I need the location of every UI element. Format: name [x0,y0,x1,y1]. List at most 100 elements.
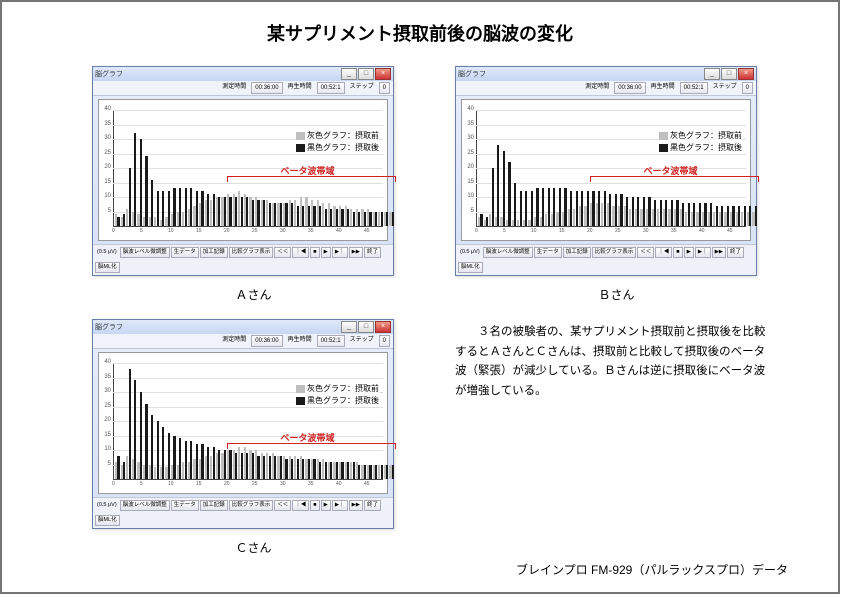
bar-black [364,465,366,480]
bar-black [710,203,712,226]
bar-black [151,415,153,479]
bar-black [386,465,388,480]
bottom-button[interactable]: ▶ [321,247,331,258]
bottom-button[interactable]: 終了 [364,247,381,258]
bottom-button[interactable]: 終了 [727,247,744,258]
description-paragraph: ３名の被験者の、某サプリメント摂取前と摂取後を比較するとＡさんとＣさんは、摂取前… [455,323,768,401]
window-toolbar: 測定時間00:36:00再生時間00:52:1ステップ0 [93,81,393,96]
close-button[interactable]: × [375,321,391,333]
maximize-button[interactable]: □ [721,68,737,80]
toolbar-value-field[interactable]: 00:36:00 [251,335,282,347]
bottom-button[interactable]: 脳ML化 [95,262,120,273]
bottom-button[interactable]: ▶｜ [332,247,348,258]
bar-black [536,188,538,226]
bar-black [553,188,555,226]
bottom-button[interactable]: ■ [310,500,319,511]
bottom-button[interactable]: ▶ [684,247,694,258]
toolbar-value-field[interactable]: 0 [379,335,390,347]
close-button[interactable]: × [738,68,754,80]
bottom-button[interactable]: ＜＜ [274,247,291,258]
toolbar-value-field[interactable]: 00:36:00 [614,82,645,94]
bottom-button[interactable]: ＜＜ [637,247,654,258]
legend-black-label: 黒色グラフ：摂取後 [670,143,742,152]
chart-legend: 灰色グラフ：摂取前黒色グラフ：摂取後 [296,383,379,407]
bar-black [626,197,628,226]
minimize-button[interactable]: _ [341,321,357,333]
toolbar-value-field[interactable]: 00:52:1 [317,335,345,347]
bottom-button[interactable]: 比較グラフ表示 [229,500,274,511]
bottom-button[interactable]: 脳ML化 [95,515,120,526]
bar-black [576,191,578,226]
bottom-button[interactable]: 脳ML化 [458,262,483,273]
bottom-button[interactable]: 比較グラフ表示 [592,247,637,258]
minimize-button[interactable]: _ [341,68,357,80]
bar-black [229,197,231,226]
toolbar-value-field[interactable]: 0 [379,82,390,94]
bar-black [263,456,265,479]
bottom-button[interactable]: 生データ [171,500,199,511]
bottom-button[interactable]: ■ [310,247,319,258]
bar-black [564,188,566,226]
bottom-button[interactable]: ＜＜ [274,500,291,511]
bottom-button[interactable]: ｜◀ [655,247,672,258]
toolbar-value-field[interactable]: 00:36:00 [251,82,282,94]
bar-black [229,450,231,479]
bottom-button[interactable]: 生データ [534,247,562,258]
minimize-button[interactable]: _ [704,68,720,80]
toolbar-value-field[interactable]: 00:52:1 [317,82,345,94]
bar-black [246,197,248,226]
bar-black [207,194,209,226]
bottom-button[interactable]: ■ [673,247,682,258]
bar-black [654,200,656,226]
bar-black [196,191,198,226]
bottom-button[interactable]: ▶▶ [349,500,363,511]
bar-black [134,133,136,226]
bottom-button[interactable]: ▶▶ [349,247,363,258]
bar-black [648,197,650,226]
toolbar-value-field[interactable]: 00:52:1 [680,82,708,94]
bottom-button[interactable]: 加工記録 [200,500,228,511]
bottom-button[interactable]: 終了 [364,500,381,511]
bottom-button[interactable]: ▶｜ [332,500,348,511]
bottom-button[interactable]: ▶｜ [695,247,711,258]
window-bottombar: (0.5 μV)脳波レベル微調整生データ加工記録比較グラフ表示＜＜｜◀■▶▶｜▶… [93,244,393,275]
maximize-button[interactable]: □ [358,321,374,333]
bar-black [235,197,237,226]
maximize-button[interactable]: □ [358,68,374,80]
bar-black [503,151,505,226]
bar-black [246,453,248,479]
bar-black [542,188,544,226]
toolbar-label: ステップ [347,82,377,94]
bar-black [721,206,723,226]
bar-black [117,456,119,479]
bar-black [514,183,516,227]
bottom-button[interactable]: 脳波レベル微調整 [120,500,170,511]
bar-black [632,197,634,226]
bottom-button[interactable]: ｜◀ [292,247,309,258]
bottom-button[interactable]: ▶ [321,500,331,511]
bottom-button[interactable]: ▶▶ [712,247,726,258]
bottom-button[interactable]: 比較グラフ表示 [229,247,274,258]
toolbar-value-field[interactable]: 0 [742,82,753,94]
bar-black [129,168,131,226]
toolbar-label: 測定時間 [219,335,249,347]
bar-black [235,453,237,479]
bar-black [369,212,371,227]
footer-text: ブレインプロ FM-929（パルラックスプロ）データ [516,561,788,578]
bar-black [364,212,366,227]
description-text: ３名の被験者の、某サプリメント摂取前と摂取後を比較するとＡさんとＣさんは、摂取前… [455,319,778,401]
bottom-button[interactable]: 加工記録 [200,247,228,258]
chart-canvas: 510152025303540051015202530354045灰色グラフ：摂… [98,352,388,494]
bottom-button[interactable]: ｜◀ [292,500,309,511]
bottom-button[interactable]: 脳波レベル微調整 [483,247,533,258]
bar-black [744,206,746,226]
bar-black [353,212,355,227]
bottom-button[interactable]: 生データ [171,247,199,258]
bar-black [336,209,338,226]
close-button[interactable]: × [375,68,391,80]
bar-black [592,191,594,226]
bar-black [570,191,572,226]
bar-black [173,188,175,226]
bottom-button[interactable]: 脳波レベル微調整 [120,247,170,258]
bottom-button[interactable]: 加工記録 [563,247,591,258]
